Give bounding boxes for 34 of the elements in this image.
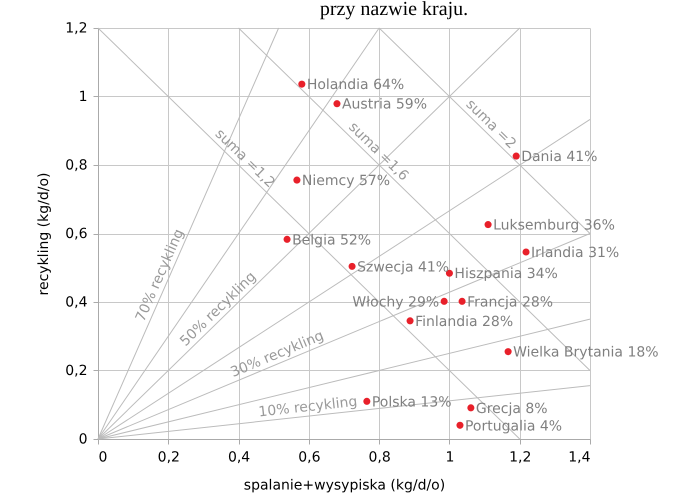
data-label: Grecja 8% <box>476 400 548 417</box>
chart-title: przy nazwie kraju. <box>320 0 468 20</box>
x-tick-label: 0,6 <box>298 450 321 466</box>
data-label: Finlandia 28% <box>415 314 514 330</box>
data-label: Szwecja 41% <box>357 259 450 276</box>
x-tick-label: 0 <box>98 450 108 466</box>
data-label: Holandia 64% <box>306 77 404 94</box>
data-label: Polska 13% <box>372 394 452 410</box>
x-tick-label: 0,2 <box>158 450 180 466</box>
x-tick-label: 1 <box>445 450 454 466</box>
y-tick-label: 0,2 <box>65 363 88 379</box>
x-tick-label: 0,8 <box>368 450 391 466</box>
data-label: Portugalia 4% <box>464 418 562 434</box>
y-tick-label: 0,8 <box>65 158 88 174</box>
annotation: 10% recykling <box>258 394 358 420</box>
data-label: Belgia 52% <box>292 232 372 248</box>
y-axis-title: recykling (kg/d/o) <box>36 172 52 296</box>
data-label: Francja 28% <box>467 294 554 310</box>
x-tick-label: 1,2 <box>509 450 532 466</box>
y-tick-label: 0,6 <box>65 226 88 242</box>
y-tick-label: 1 <box>78 89 88 105</box>
data-label: Dania 41% <box>521 149 598 166</box>
data-label: Włochy 29% <box>352 294 440 310</box>
y-tick-label: 0,4 <box>65 294 88 310</box>
data-label: Wielka Brytania 18% <box>513 344 659 361</box>
data-label: Austria 59% <box>342 96 428 113</box>
data-label: Hiszpania 34% <box>454 266 558 282</box>
data-label: Irlandia 31% <box>531 244 620 261</box>
y-tick-label: 1,2 <box>65 20 88 36</box>
x-tick-label: 1,4 <box>568 450 591 466</box>
x-tick-label: 0,4 <box>228 450 250 466</box>
data-label: Luksemburg 36% <box>493 218 615 234</box>
x-axis-title: spalanie+wysypiska (kg/d/o) <box>244 478 446 494</box>
y-tick-label: 0 <box>78 432 88 448</box>
